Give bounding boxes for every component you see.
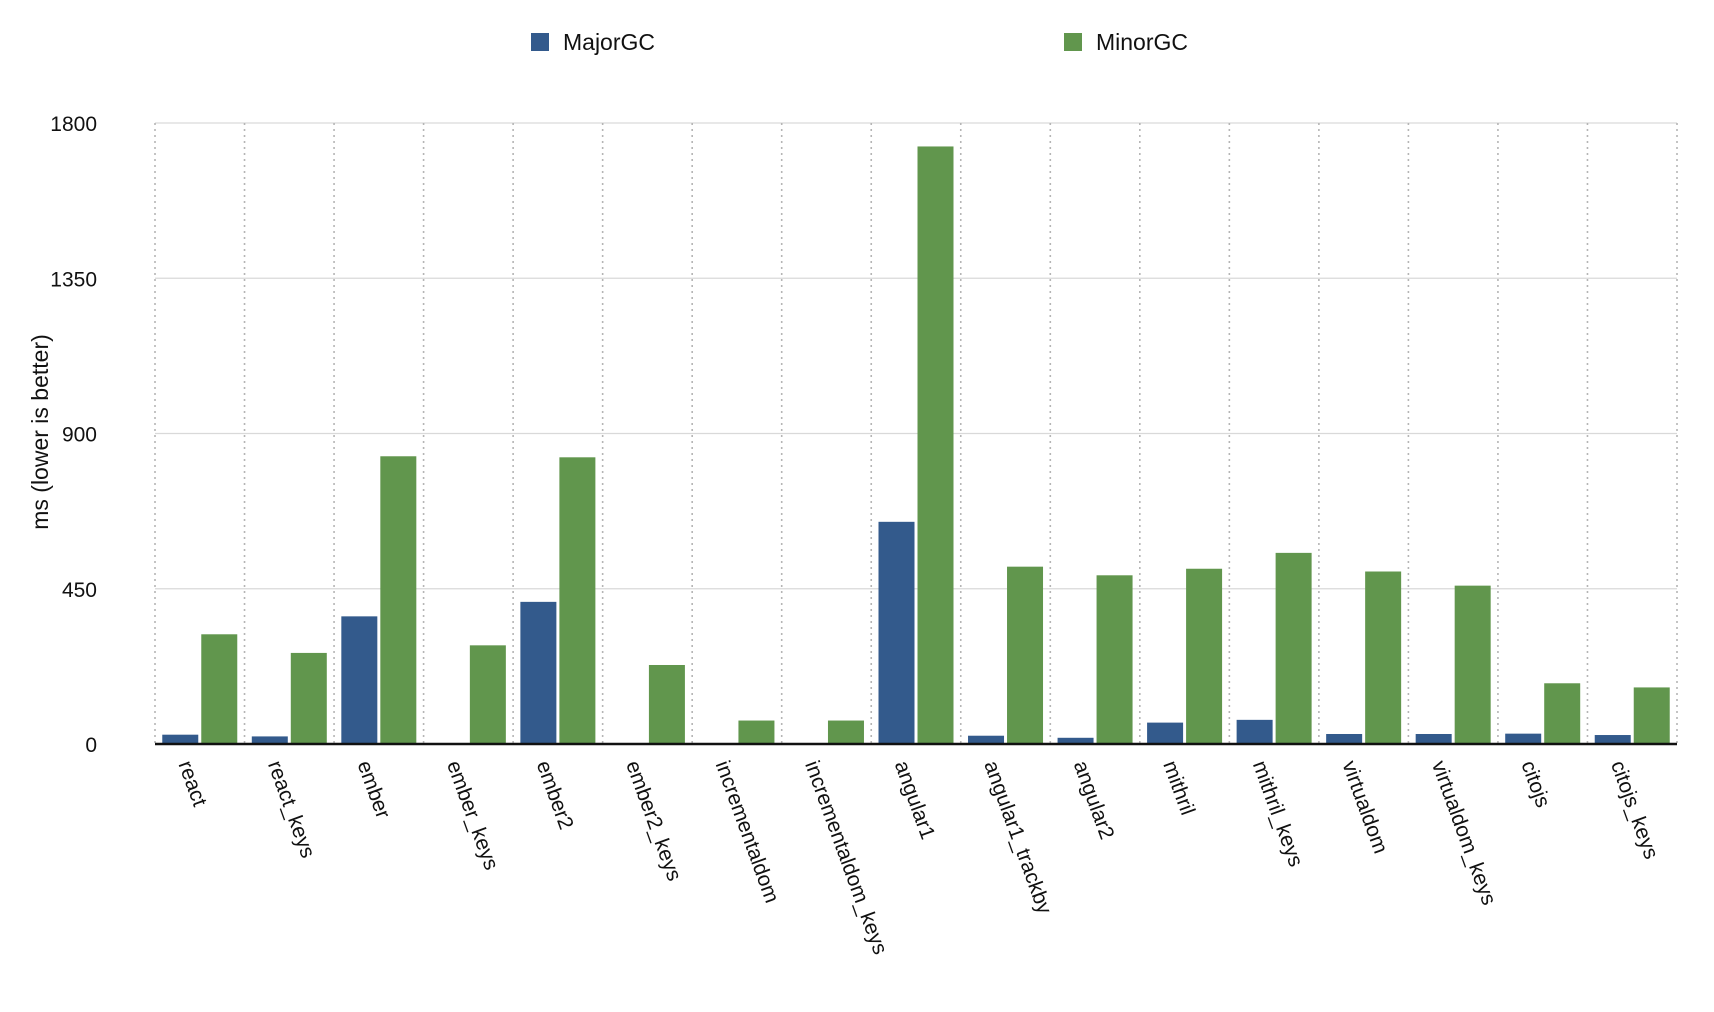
x-tick-label: citojs_keys	[1606, 758, 1663, 862]
x-tick-label: angular1	[890, 758, 940, 843]
bar-minorgc-mithril-keys	[1275, 552, 1312, 744]
legend-swatch-majorgc	[531, 33, 549, 51]
bar-majorgc-ember2	[520, 601, 557, 744]
bar-majorgc-react-keys	[251, 736, 288, 744]
bar-minorgc-ember2	[559, 457, 596, 744]
bar-minorgc-ember-keys	[469, 645, 506, 744]
legend-swatch-minorgc	[1064, 33, 1082, 51]
x-tick-label: virtualdom	[1337, 758, 1392, 857]
x-tick-label: ember	[353, 758, 395, 822]
x-tick-label: citojs	[1516, 758, 1554, 811]
x-tick-label: angular2	[1069, 758, 1119, 843]
bar-majorgc-virtualdom	[1326, 733, 1363, 744]
x-tick-label: mithril	[1158, 758, 1199, 818]
bar-minorgc-ember	[380, 456, 417, 744]
bar-minorgc-ember2-keys	[648, 664, 685, 744]
x-tick-label: mithril_keys	[1248, 758, 1308, 870]
bar-minorgc-angular1	[917, 146, 954, 744]
x-tick-label: incrementaldom	[711, 758, 784, 906]
x-tick-label: react_keys	[263, 758, 319, 861]
bar-majorgc-virtualdom-keys	[1415, 733, 1452, 744]
bar-minorgc-citojs	[1544, 683, 1581, 744]
bar-minorgc-incrementaldom-keys	[827, 720, 864, 744]
bar-minorgc-incrementaldom	[738, 720, 775, 744]
legend: MajorGC MinorGC	[531, 29, 1188, 55]
legend-label-majorgc: MajorGC	[563, 29, 655, 55]
bar-minorgc-virtualdom-keys	[1454, 585, 1491, 744]
x-tick-label: ember_keys	[442, 758, 503, 873]
bar-majorgc-angular1-trackby	[968, 735, 1005, 744]
bar-minorgc-angular2	[1096, 575, 1133, 744]
bar-majorgc-ember	[341, 616, 378, 744]
x-axis-ticks: react react_keys ember ember_keys ember2 embe…	[174, 758, 1663, 958]
x-tick-label: ember2	[532, 758, 578, 833]
bar-minorgc-virtualdom	[1365, 571, 1402, 744]
y-tick-label: 900	[62, 424, 97, 447]
bar-majorgc-mithril-keys	[1236, 719, 1273, 744]
bar-majorgc-citojs-keys	[1594, 735, 1631, 744]
x-tick-label: react	[174, 758, 212, 810]
bar-majorgc-citojs	[1505, 733, 1542, 744]
x-tick-label: incrementaldom_keys	[800, 758, 891, 958]
bar-majorgc-react	[162, 734, 199, 744]
y-tick-label: 1350	[50, 268, 97, 291]
legend-label-minorgc: MinorGC	[1096, 29, 1188, 55]
y-axis-ticks: 0 450 900 1350 1800	[50, 113, 97, 757]
y-tick-label: 0	[85, 734, 97, 757]
bars	[162, 146, 1670, 744]
bar-majorgc-mithril	[1147, 722, 1184, 744]
bar-majorgc-angular2	[1057, 737, 1094, 744]
x-tick-label: ember2_keys	[621, 758, 686, 884]
y-axis-title: ms (lower is better)	[27, 334, 53, 530]
bar-minorgc-angular1-trackby	[1007, 566, 1044, 744]
y-tick-label: 1800	[50, 113, 97, 136]
bar-minorgc-mithril	[1186, 568, 1223, 744]
bar-minorgc-react-keys	[290, 652, 327, 744]
y-tick-label: 450	[62, 579, 97, 602]
gridlines	[154, 122, 1678, 744]
x-tick-label: angular1_trackby	[979, 758, 1056, 918]
bar-minorgc-react	[201, 634, 238, 744]
bar-minorgc-citojs-keys	[1633, 687, 1670, 744]
x-tick-label: virtualdom_keys	[1427, 758, 1501, 908]
bar-majorgc-angular1	[878, 521, 915, 744]
